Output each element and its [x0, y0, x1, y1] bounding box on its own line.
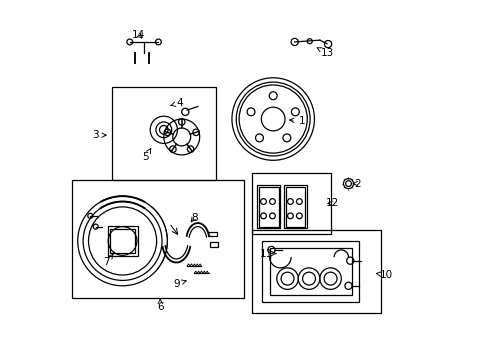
Text: 14: 14: [132, 30, 145, 40]
Bar: [107, 226, 137, 256]
Text: 1: 1: [289, 116, 305, 126]
Text: 11: 11: [259, 248, 275, 258]
Bar: [207, 231, 216, 236]
Bar: [209, 242, 218, 247]
Text: 7: 7: [103, 254, 113, 267]
Text: 4: 4: [170, 98, 183, 108]
Bar: [72, 180, 244, 298]
Text: 13: 13: [316, 48, 333, 58]
Bar: [262, 241, 359, 302]
Bar: [269, 248, 351, 295]
Bar: [257, 185, 280, 228]
Text: 2: 2: [352, 179, 360, 189]
Text: 9: 9: [173, 279, 186, 289]
Bar: [285, 187, 305, 226]
Text: 5: 5: [142, 149, 150, 162]
Text: 6: 6: [157, 299, 163, 312]
Text: 3: 3: [92, 130, 106, 140]
Bar: [284, 185, 306, 228]
Bar: [258, 187, 278, 226]
Text: 8: 8: [191, 213, 197, 222]
Bar: [110, 229, 135, 253]
Bar: [251, 230, 380, 313]
Bar: [251, 173, 330, 234]
Bar: [112, 87, 215, 180]
Text: 10: 10: [376, 270, 392, 280]
Text: 12: 12: [325, 198, 338, 208]
